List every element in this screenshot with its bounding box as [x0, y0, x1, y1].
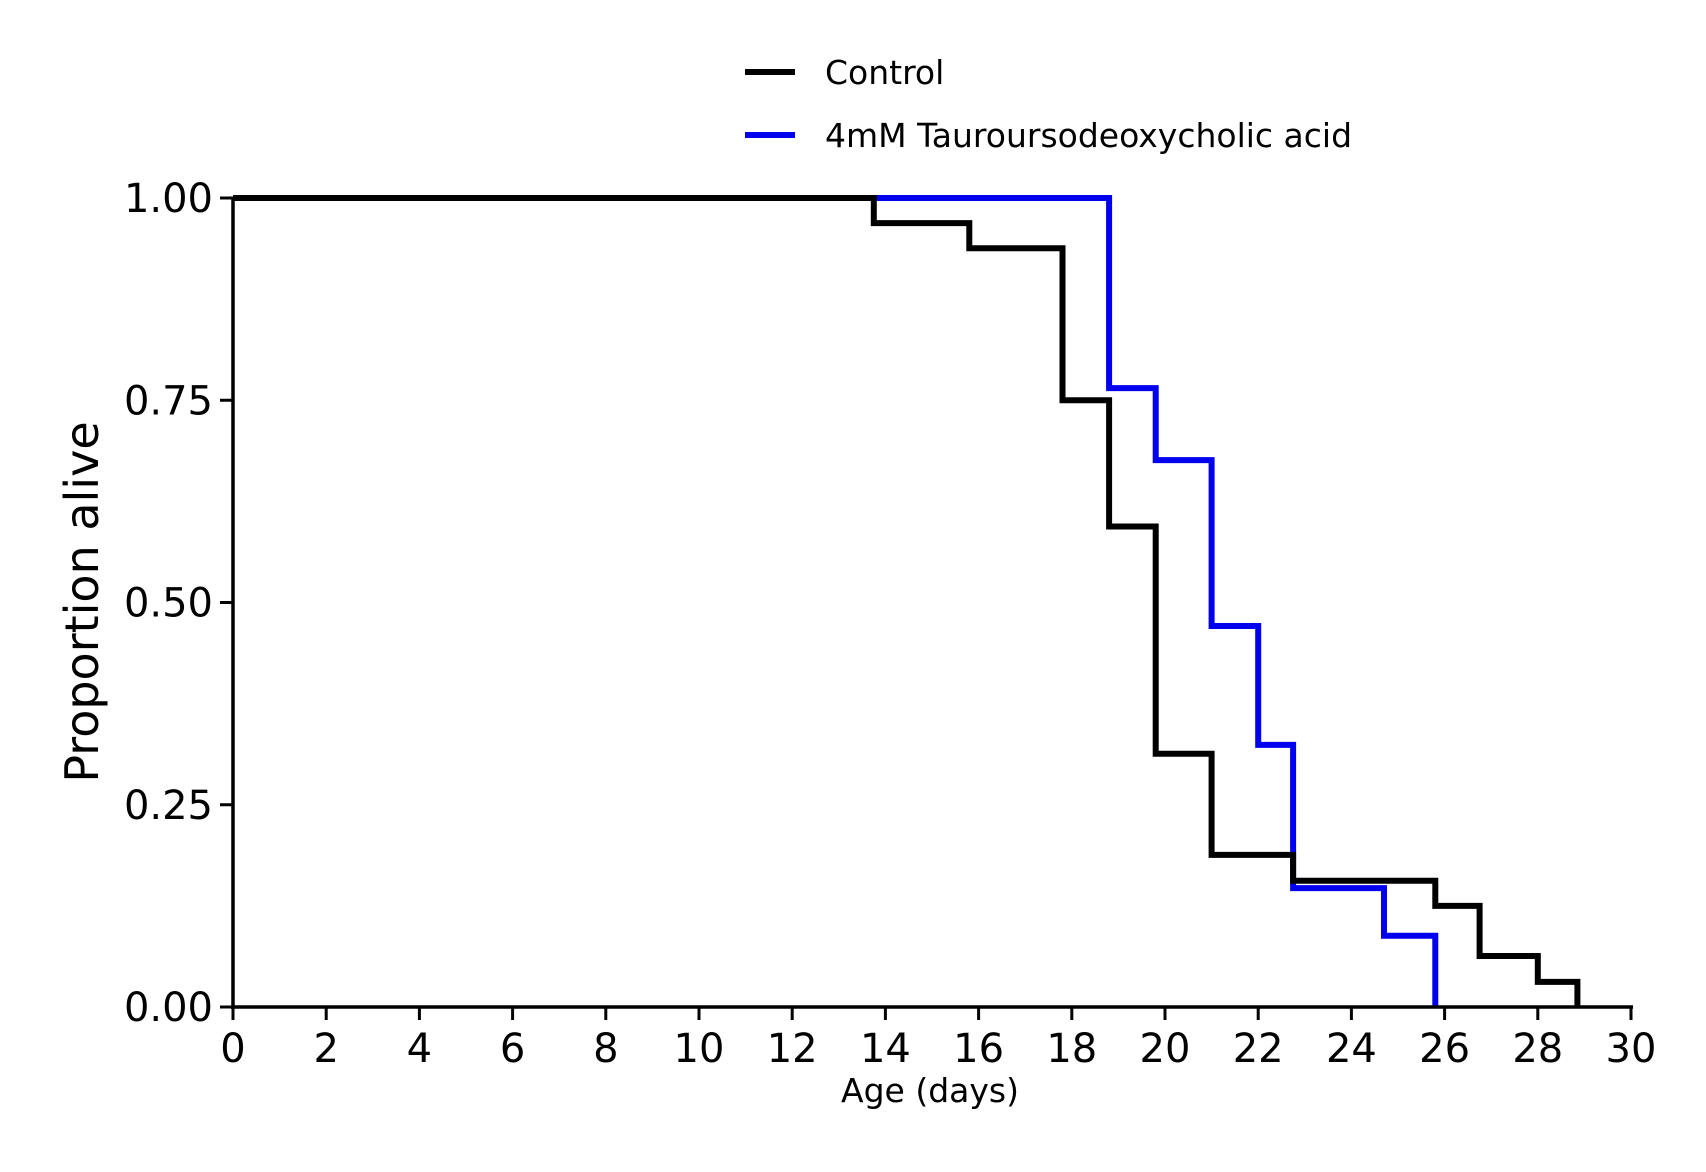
- series-line-4mm-tauroursodeoxycholic-acid: [233, 195, 1439, 1007]
- series-layer: [233, 195, 1581, 1007]
- x-tick-label: 20: [1140, 1026, 1191, 1072]
- x-tick-label: 0: [220, 1026, 245, 1072]
- legend-label: Control: [825, 53, 944, 92]
- legend-item-4mm-tauroursodeoxycholic-acid: 4mM Tauroursodeoxycholic acid: [745, 116, 1352, 155]
- legend-item-control: Control: [745, 53, 944, 92]
- legend: Control 4mM Tauroursodeoxycholic acid: [745, 53, 1352, 155]
- y-tick-label: 0.00: [124, 985, 213, 1031]
- y-tick-label: 0.50: [124, 581, 213, 627]
- x-tick-label: 12: [767, 1026, 818, 1072]
- x-tick-label: 14: [860, 1026, 911, 1072]
- x-axis-label: Age (days): [841, 1071, 1019, 1110]
- x-tick-label: 30: [1606, 1026, 1657, 1072]
- axes-layer: [220, 196, 1633, 1020]
- x-tick-label: 24: [1326, 1026, 1377, 1072]
- x-tick-label: 18: [1046, 1026, 1097, 1072]
- x-tick-label: 28: [1512, 1026, 1563, 1072]
- x-tick-label: 26: [1419, 1026, 1470, 1072]
- x-tick-label: 4: [407, 1026, 432, 1072]
- x-tick-label: 6: [500, 1026, 525, 1072]
- y-tick-label: 1.00: [124, 176, 213, 222]
- series-line-control: [233, 195, 1581, 1007]
- y-axis-label: Proportion alive: [55, 421, 109, 782]
- x-tick-label: 16: [953, 1026, 1004, 1072]
- y-tick-label: 0.25: [124, 783, 213, 829]
- y-tick-label: 0.75: [124, 378, 213, 424]
- x-tick-label: 22: [1233, 1026, 1284, 1072]
- x-tick-label: 2: [313, 1026, 338, 1072]
- labels-layer: 0 2 4 6 8 10 12 14 16 18 20 22 24 26 28 300.000.250.500…: [55, 176, 1656, 1110]
- legend-label: 4mM Tauroursodeoxycholic acid: [825, 116, 1352, 155]
- x-tick-label: 8: [593, 1026, 618, 1072]
- x-tick-label: 10: [674, 1026, 725, 1072]
